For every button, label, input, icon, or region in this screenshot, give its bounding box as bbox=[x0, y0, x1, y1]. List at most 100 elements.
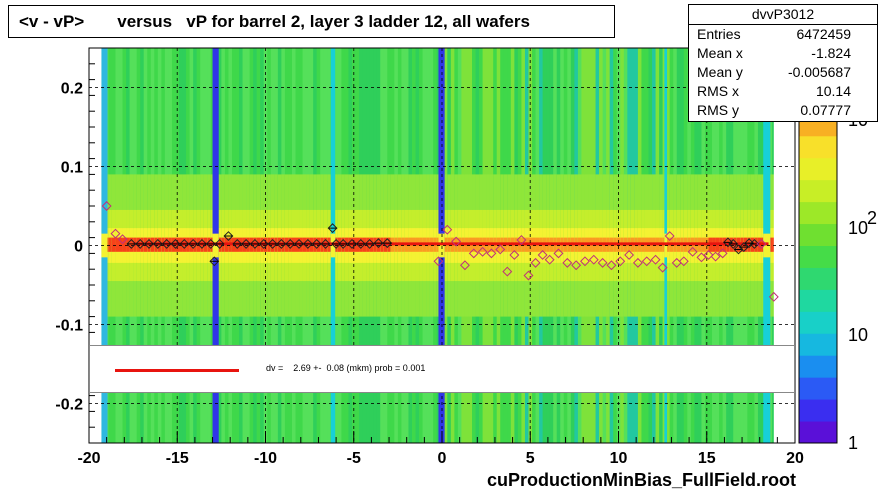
profile-point bbox=[509, 250, 520, 260]
profile-point bbox=[486, 248, 497, 259]
stats-box: dvvP3012 Entries 6472459 Mean x -1.824 M… bbox=[688, 4, 878, 122]
color-scale-cell bbox=[799, 179, 837, 203]
heat-band-peak bbox=[115, 237, 120, 252]
profile-point bbox=[749, 238, 760, 249]
profile-point bbox=[101, 201, 112, 211]
profile-point bbox=[214, 238, 225, 249]
profile-point bbox=[331, 238, 342, 249]
y-tick-label: 0.2 bbox=[61, 81, 83, 98]
profile-point bbox=[495, 244, 506, 255]
x-tick-label: -5 bbox=[347, 450, 361, 467]
dead-strip-core bbox=[101, 233, 108, 258]
profile-point bbox=[197, 238, 207, 249]
stats-key: Entries bbox=[697, 26, 741, 42]
x-tick-label: 20 bbox=[786, 450, 804, 467]
profile-points bbox=[101, 201, 779, 302]
stats-row-rms-x: RMS x 10.14 bbox=[689, 82, 877, 101]
profile-point bbox=[302, 238, 313, 249]
profile-point bbox=[179, 238, 190, 249]
profile-point bbox=[161, 238, 172, 249]
heat-band-peak bbox=[108, 237, 113, 252]
profile-point bbox=[241, 238, 252, 249]
profile-point bbox=[364, 238, 375, 249]
color-scale-cell bbox=[799, 377, 837, 400]
profile-point bbox=[641, 256, 652, 267]
z-tick-label: 10 bbox=[848, 325, 868, 345]
profile-point bbox=[553, 248, 564, 259]
profile-point bbox=[562, 257, 573, 268]
color-scale-cell bbox=[799, 311, 837, 334]
profile-point bbox=[624, 250, 635, 260]
profile-point bbox=[442, 224, 453, 235]
stats-value: 0.07777 bbox=[800, 102, 851, 118]
profile-point bbox=[209, 256, 220, 267]
x-tick-label: 15 bbox=[698, 450, 716, 467]
profile-point bbox=[717, 248, 728, 259]
profile-point bbox=[523, 270, 534, 281]
footer-filename: cuProductionMinBias_FullField.root bbox=[487, 470, 797, 490]
color-scale-cell bbox=[799, 355, 837, 378]
profile-point bbox=[516, 235, 527, 245]
heat-band-peak bbox=[768, 237, 773, 252]
profile-point bbox=[258, 238, 269, 249]
profile-point bbox=[433, 256, 444, 267]
profile-point bbox=[373, 238, 384, 249]
profile-point bbox=[530, 257, 541, 268]
profile-point bbox=[327, 223, 338, 234]
stats-value: 6472459 bbox=[796, 26, 851, 42]
heat-band-peak bbox=[119, 237, 124, 252]
profile-point bbox=[144, 238, 154, 249]
x-tick-label: -15 bbox=[166, 450, 189, 467]
profile-point bbox=[152, 238, 163, 249]
profile-point bbox=[703, 250, 714, 260]
profile-point bbox=[768, 291, 779, 302]
profile-point bbox=[110, 228, 121, 239]
profile-point bbox=[347, 238, 357, 249]
profile-point bbox=[678, 256, 689, 267]
profile-point bbox=[502, 266, 513, 277]
x-tick-label: 10 bbox=[610, 450, 628, 467]
color-scale-cell bbox=[799, 135, 837, 159]
color-scale-cell bbox=[799, 157, 837, 181]
x-tick-label: -10 bbox=[254, 450, 277, 467]
profile-point bbox=[632, 257, 643, 268]
profile-point bbox=[687, 246, 698, 257]
stats-row-mean-y: Mean y -0.005687 bbox=[689, 63, 877, 82]
profile-point bbox=[249, 238, 260, 249]
profile-point bbox=[320, 238, 331, 249]
profile-point bbox=[728, 238, 739, 249]
empty-region bbox=[773, 48, 795, 443]
profile-point bbox=[738, 242, 749, 253]
z-tick-exponent: 2 bbox=[867, 208, 877, 228]
profile-point bbox=[267, 238, 278, 249]
profile-point bbox=[223, 231, 234, 241]
profile-point bbox=[135, 238, 146, 249]
profile-point bbox=[355, 238, 366, 249]
profile-point bbox=[294, 238, 304, 249]
profile-point bbox=[477, 246, 488, 257]
profile-point bbox=[285, 238, 296, 249]
profile-point bbox=[170, 238, 181, 249]
profile-point bbox=[571, 260, 582, 271]
color-scale-cell bbox=[799, 399, 837, 422]
stats-value: 10.14 bbox=[815, 83, 851, 99]
stats-key: Mean x bbox=[697, 45, 743, 61]
heat-band-peak bbox=[122, 237, 127, 252]
axes: -20 -15 -10 -5 0 5 10 15 20 -0.2 -0.1 0 0.1 0.2 bbox=[55, 47, 804, 467]
color-scale-cell bbox=[799, 289, 837, 312]
profile-point bbox=[588, 254, 599, 265]
x-tick-label: 0 bbox=[438, 450, 447, 467]
profile-point bbox=[117, 234, 128, 245]
y-tick-label: -0.1 bbox=[55, 318, 83, 335]
profile-point bbox=[126, 238, 137, 249]
stats-row-rms-y: RMS y 0.07777 bbox=[689, 101, 877, 120]
profile-point bbox=[468, 248, 479, 259]
profile-point bbox=[311, 238, 322, 249]
profile-point bbox=[606, 260, 617, 271]
profile-point bbox=[544, 254, 555, 265]
stats-value: -1.824 bbox=[811, 45, 851, 61]
stats-row-mean-x: Mean x -1.824 bbox=[689, 44, 877, 63]
color-scale-cell bbox=[799, 245, 837, 268]
z-tick-label: 10 bbox=[848, 218, 868, 238]
profile-point bbox=[597, 257, 608, 268]
